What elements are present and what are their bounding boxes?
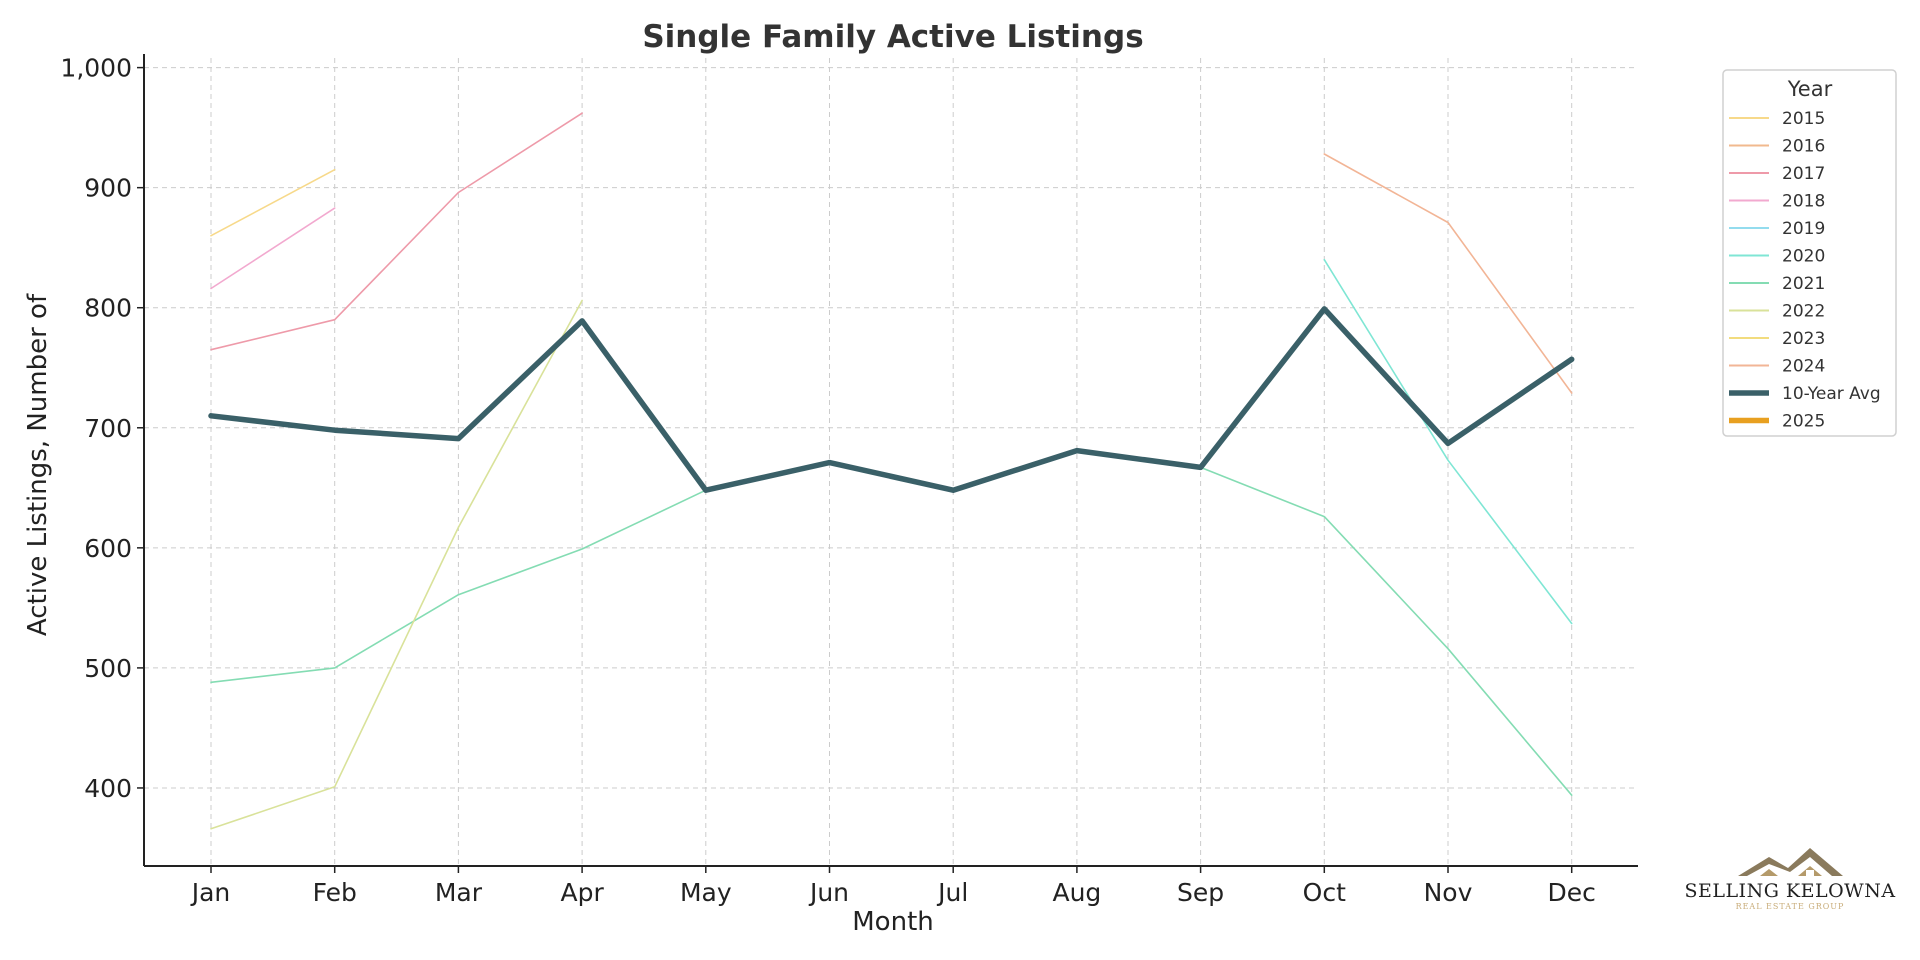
x-tick-label: May: [680, 878, 732, 907]
legend-label: 2020: [1782, 247, 1825, 267]
legend-label: 2015: [1782, 109, 1825, 129]
y-tick-label: 400: [84, 774, 132, 803]
logo-tagline: REAL ESTATE GROUP: [1736, 902, 1845, 911]
x-tick-label: Dec: [1548, 878, 1596, 907]
y-tick-label: 600: [84, 534, 132, 563]
grid-lines: [144, 58, 1638, 866]
series-line-2024: [1323, 153, 1573, 394]
y-axis-ticks: 400 500 600 700 800 900 1,000: [60, 54, 144, 803]
x-tick-label: Sep: [1177, 878, 1224, 907]
legend-title: Year: [1787, 77, 1833, 101]
y-tick-label: 700: [84, 414, 132, 443]
house-roof-icon: [1738, 848, 1843, 876]
x-axis-ticks: Jan Feb Mar Apr May Jun Jul Aug Sep Oct Nov Dec: [190, 866, 1596, 907]
x-tick-label: Nov: [1424, 878, 1473, 907]
series-line-2021: [210, 489, 707, 684]
series-lines: [208, 112, 1575, 830]
x-tick-label: Jun: [808, 878, 849, 907]
y-tick-label: 800: [84, 294, 132, 323]
legend-box: [1722, 69, 1897, 437]
series-line-2018: [210, 207, 336, 290]
y-axis-label: Active Listings, Number of: [23, 293, 53, 636]
series-line-2017: [210, 112, 583, 351]
x-axis-label: Month: [852, 907, 934, 937]
x-tick-label: Aug: [1052, 878, 1101, 907]
legend-label: 2021: [1782, 274, 1825, 294]
legend-label: 2017: [1782, 164, 1825, 184]
legend-label: 2024: [1782, 357, 1825, 377]
x-tick-label: Apr: [560, 878, 604, 907]
y-tick-label: 500: [84, 654, 132, 683]
x-tick-label: Jan: [190, 878, 231, 907]
logo-name: SELLING KELOWNA: [1684, 880, 1895, 902]
legend-label: 2016: [1782, 137, 1825, 157]
x-tick-label: Feb: [313, 878, 357, 907]
legend-items: 2015 2016 2017 2018 2019 2020 2021 2022 2023 2024…: [1729, 109, 1881, 432]
legend-label: 2023: [1782, 329, 1825, 349]
series-line-2020: [1323, 258, 1573, 625]
legend-label: 2022: [1782, 302, 1825, 322]
legend-label: 2018: [1782, 192, 1825, 212]
x-tick-label: Mar: [435, 878, 483, 907]
axes: [143, 54, 1638, 867]
legend-label: 10-Year Avg: [1782, 384, 1881, 404]
legend-label: 2019: [1782, 219, 1825, 239]
legend-label: 2025: [1782, 412, 1825, 432]
series-line-10-year-avg: [208, 306, 1575, 493]
y-tick-label: 900: [84, 174, 132, 203]
x-tick-label: Jul: [936, 878, 968, 907]
legend: Year 2015 2016 2017 2018 2019 2020 2021 2022 202…: [1722, 69, 1897, 437]
series-line-2015: [210, 168, 336, 237]
series-line-2021: [1199, 466, 1573, 797]
x-tick-label: Oct: [1303, 878, 1346, 907]
series-line-2022: [210, 299, 583, 830]
chart-title: Single Family Active Listings: [642, 19, 1143, 55]
logo: SELLING KELOWNA REAL ESTATE GROUP: [1684, 848, 1895, 911]
y-tick-label: 1,000: [60, 54, 132, 83]
